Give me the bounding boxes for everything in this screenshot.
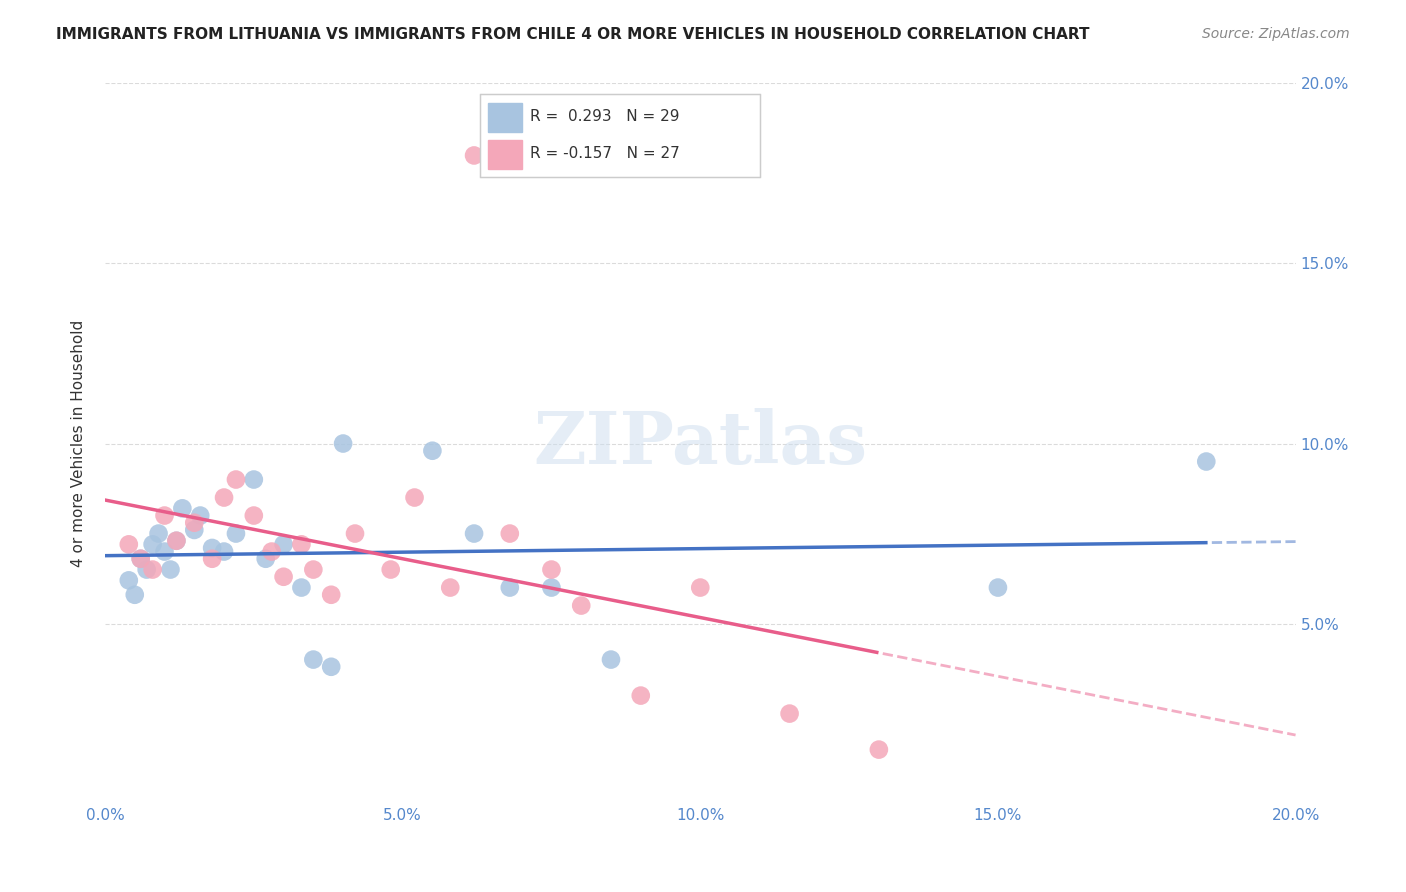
Immigrants from Lithuania xyxy=(422,443,444,458)
Immigrants from Lithuania xyxy=(183,523,205,537)
Immigrants from Lithuania xyxy=(188,508,211,523)
Immigrants from Lithuania xyxy=(118,574,141,588)
Immigrants from Chile xyxy=(142,563,165,577)
Immigrants from Lithuania xyxy=(124,588,146,602)
Immigrants from Chile xyxy=(201,551,224,566)
Immigrants from Chile xyxy=(689,581,711,595)
Immigrants from Chile xyxy=(463,148,485,162)
Immigrants from Chile xyxy=(439,581,461,595)
Immigrants from Lithuania xyxy=(302,652,325,666)
Immigrants from Chile xyxy=(343,526,366,541)
Immigrants from Chile xyxy=(183,516,205,530)
Immigrants from Lithuania xyxy=(243,473,266,487)
Immigrants from Chile xyxy=(290,537,312,551)
Immigrants from Lithuania xyxy=(600,652,623,666)
Immigrants from Lithuania xyxy=(159,563,181,577)
Immigrants from Chile xyxy=(260,544,283,558)
Text: IMMIGRANTS FROM LITHUANIA VS IMMIGRANTS FROM CHILE 4 OR MORE VEHICLES IN HOUSEHO: IMMIGRANTS FROM LITHUANIA VS IMMIGRANTS … xyxy=(56,27,1090,42)
Immigrants from Chile xyxy=(540,563,562,577)
Text: ZIPatlas: ZIPatlas xyxy=(533,408,868,479)
Immigrants from Lithuania xyxy=(254,551,277,566)
Immigrants from Lithuania xyxy=(540,581,562,595)
Immigrants from Chile xyxy=(404,491,426,505)
Immigrants from Lithuania xyxy=(273,537,295,551)
Immigrants from Chile xyxy=(321,588,343,602)
Immigrants from Chile xyxy=(212,491,235,505)
Immigrants from Lithuania xyxy=(332,436,354,450)
Immigrants from Chile xyxy=(118,537,141,551)
Immigrants from Lithuania xyxy=(135,563,157,577)
Immigrants from Lithuania xyxy=(129,551,152,566)
Immigrants from Chile xyxy=(630,689,652,703)
Immigrants from Chile xyxy=(225,473,247,487)
Immigrants from Chile xyxy=(273,570,295,584)
Immigrants from Chile xyxy=(499,526,522,541)
Immigrants from Chile xyxy=(868,742,890,756)
Immigrants from Lithuania xyxy=(142,537,165,551)
Immigrants from Lithuania xyxy=(212,544,235,558)
Immigrants from Lithuania xyxy=(321,660,343,674)
Immigrants from Lithuania xyxy=(1195,454,1218,468)
Immigrants from Lithuania xyxy=(148,526,170,541)
Immigrants from Chile xyxy=(569,599,592,613)
Immigrants from Lithuania xyxy=(987,581,1010,595)
Immigrants from Chile xyxy=(153,508,176,523)
Immigrants from Lithuania xyxy=(201,541,224,555)
Immigrants from Lithuania xyxy=(165,533,187,548)
Immigrants from Chile xyxy=(779,706,801,721)
Immigrants from Chile xyxy=(129,551,152,566)
Immigrants from Lithuania xyxy=(463,526,485,541)
Immigrants from Lithuania xyxy=(290,581,312,595)
Immigrants from Lithuania xyxy=(499,581,522,595)
Text: Source: ZipAtlas.com: Source: ZipAtlas.com xyxy=(1202,27,1350,41)
Immigrants from Lithuania xyxy=(153,544,176,558)
Immigrants from Chile xyxy=(165,533,187,548)
Immigrants from Chile xyxy=(243,508,266,523)
Immigrants from Chile xyxy=(302,563,325,577)
Immigrants from Chile xyxy=(380,563,402,577)
Y-axis label: 4 or more Vehicles in Household: 4 or more Vehicles in Household xyxy=(72,320,86,567)
Immigrants from Lithuania xyxy=(225,526,247,541)
Immigrants from Lithuania xyxy=(172,501,194,516)
